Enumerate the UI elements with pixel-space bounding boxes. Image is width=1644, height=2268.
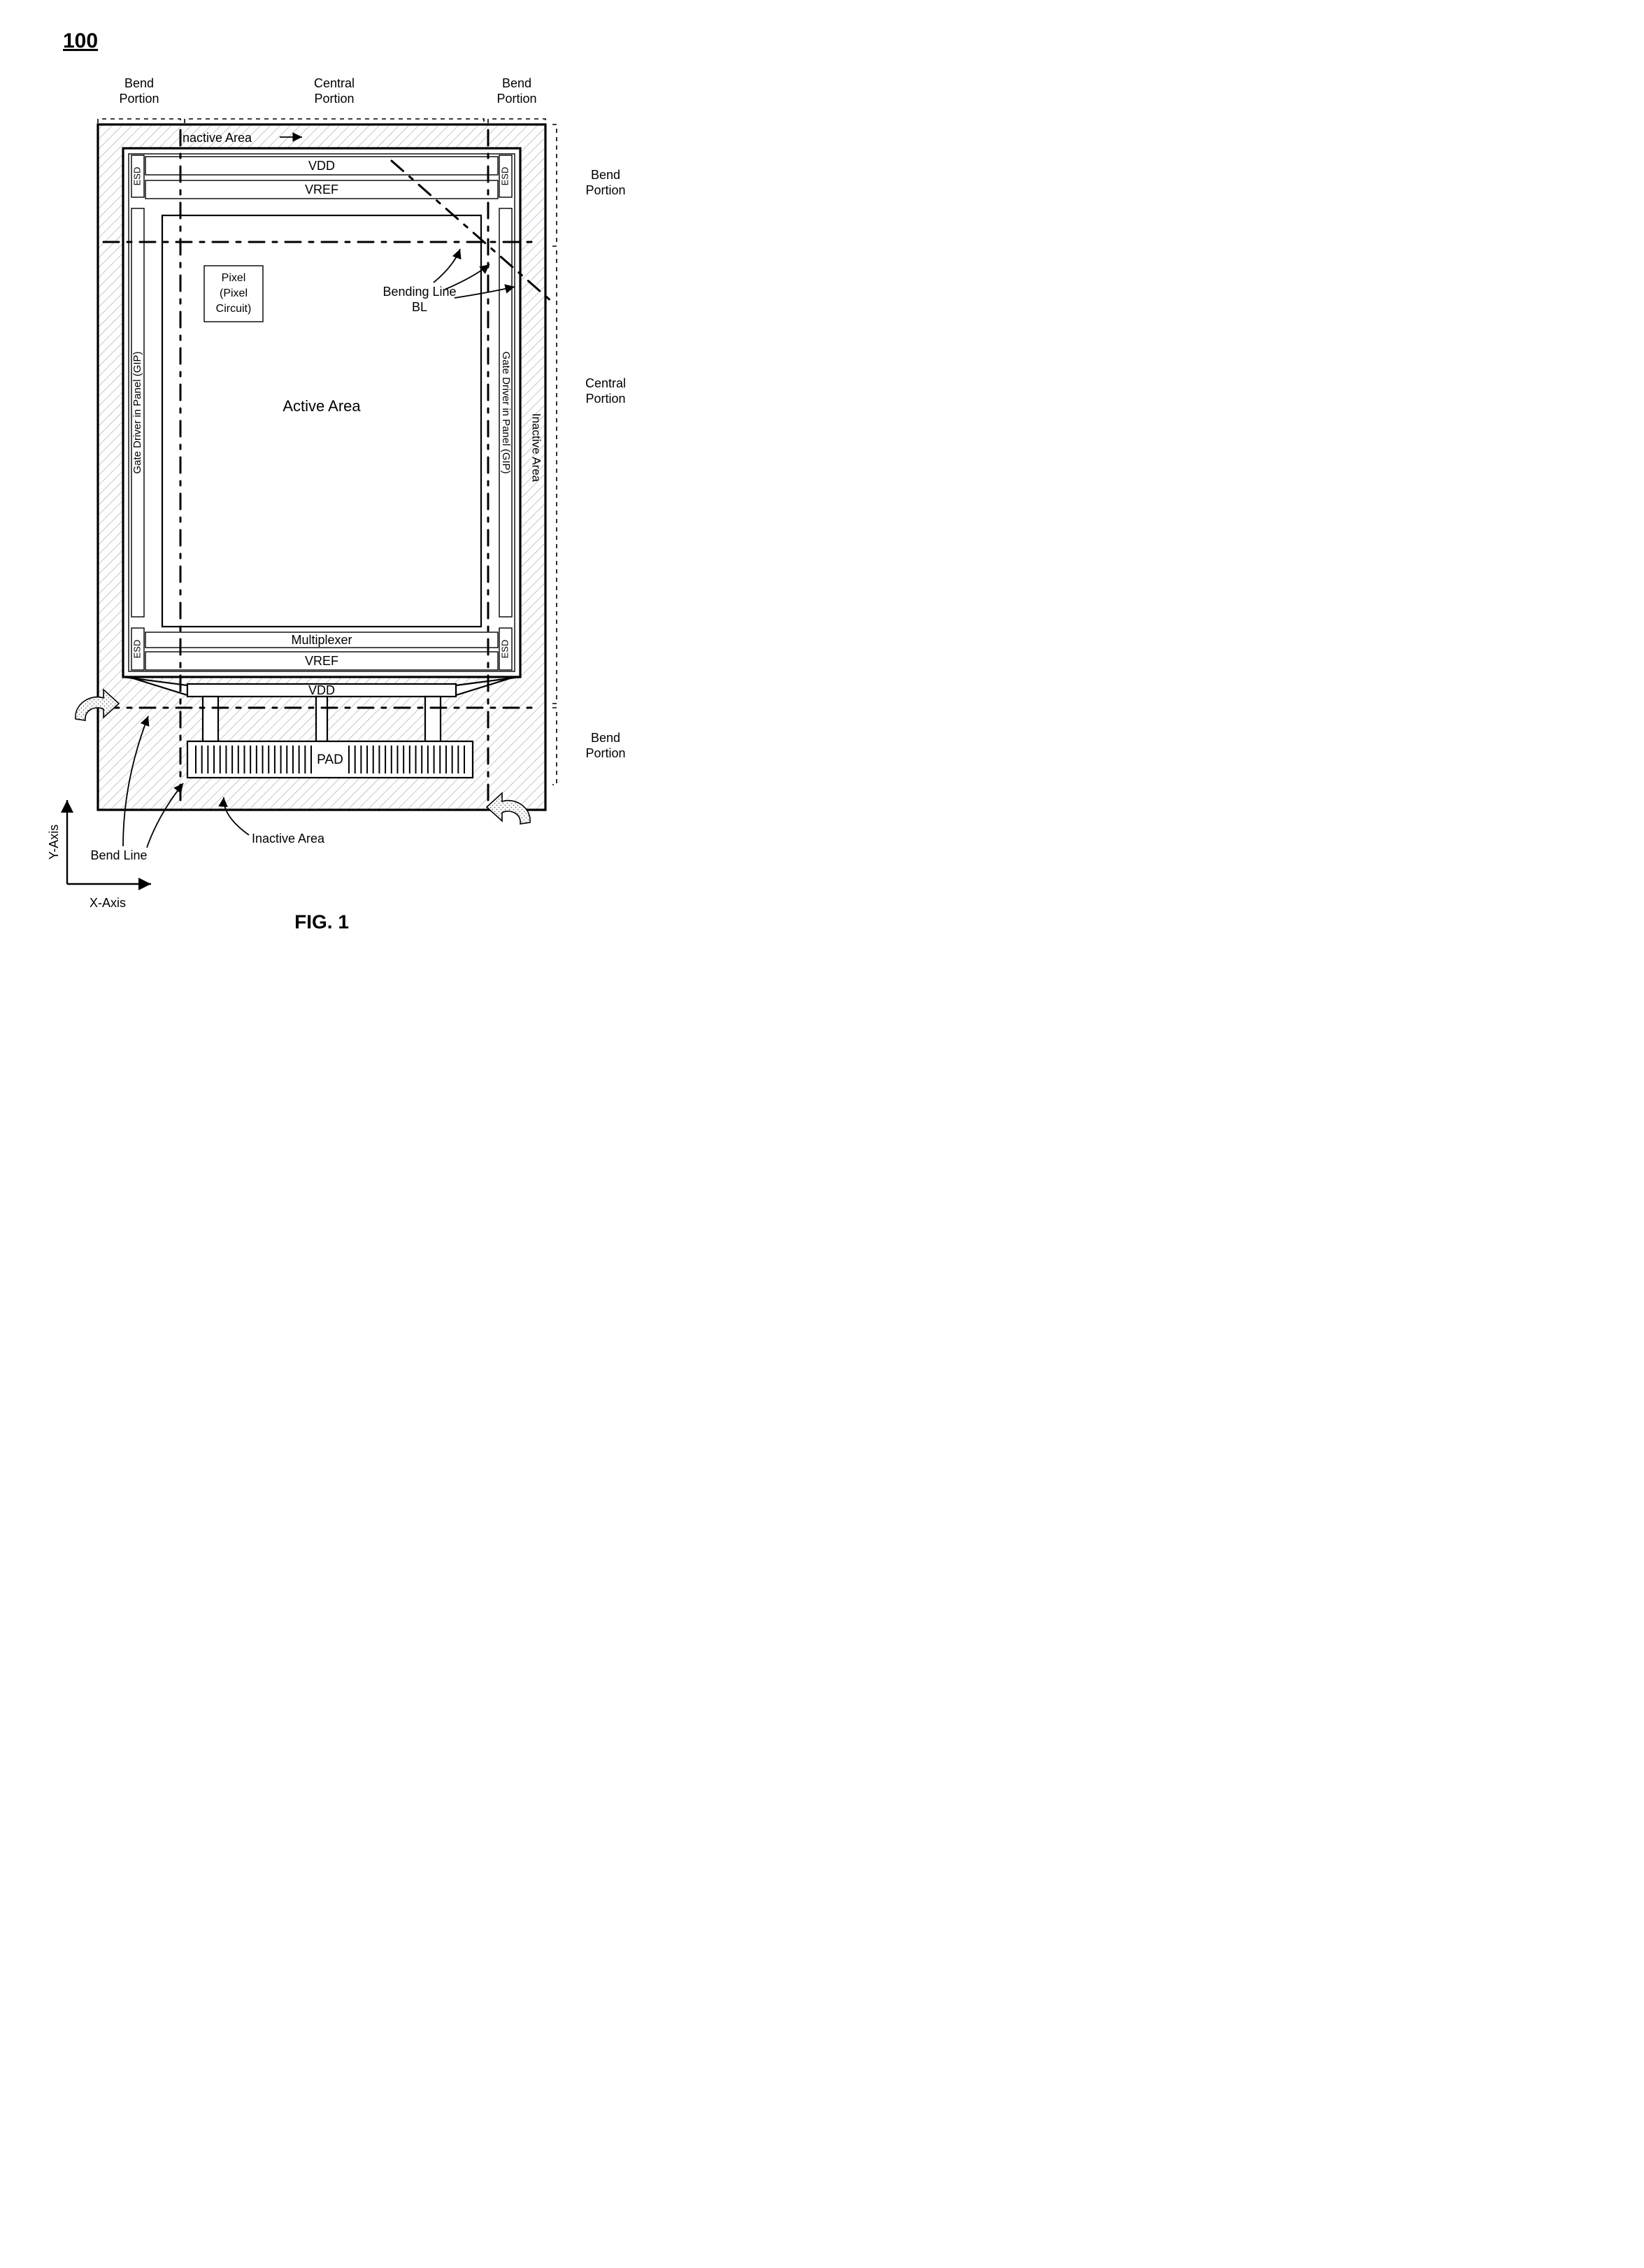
- svg-text:Inactive Area: Inactive Area: [530, 413, 543, 483]
- svg-text:VREF: VREF: [305, 183, 338, 197]
- svg-text:(Pixel: (Pixel: [220, 287, 248, 299]
- svg-text:Multiplexer: Multiplexer: [291, 633, 352, 647]
- svg-text:Central: Central: [585, 376, 626, 390]
- svg-text:Portion: Portion: [585, 392, 625, 406]
- svg-text:Inactive Area: Inactive Area: [252, 832, 325, 846]
- svg-text:VREF: VREF: [305, 654, 338, 668]
- svg-text:ESD: ESD: [499, 167, 510, 186]
- svg-text:X-Axis: X-Axis: [90, 896, 126, 910]
- svg-text:ESD: ESD: [131, 167, 142, 186]
- svg-text:Inactive Area: Inactive Area: [179, 131, 252, 145]
- svg-text:Portion: Portion: [314, 92, 354, 106]
- svg-text:Central: Central: [314, 76, 355, 90]
- svg-text:100: 100: [63, 29, 98, 52]
- svg-text:Portion: Portion: [585, 746, 625, 760]
- svg-text:PAD: PAD: [317, 753, 343, 767]
- svg-text:ESD: ESD: [131, 640, 142, 659]
- svg-text:Bend: Bend: [591, 731, 620, 745]
- svg-text:Gate Driver in Panel (GIP): Gate Driver in Panel (GIP): [500, 351, 512, 473]
- svg-text:ESD: ESD: [499, 640, 510, 659]
- svg-text:Circuit): Circuit): [216, 303, 252, 315]
- svg-text:Bend: Bend: [591, 168, 620, 182]
- svg-text:FIG. 1: FIG. 1: [294, 911, 349, 932]
- svg-text:VDD: VDD: [308, 159, 335, 173]
- svg-text:BL: BL: [412, 300, 427, 314]
- svg-text:Portion: Portion: [585, 183, 625, 197]
- svg-text:Bending Line: Bending Line: [383, 285, 456, 299]
- svg-text:Bend: Bend: [124, 76, 154, 90]
- svg-text:Active Area: Active Area: [283, 397, 361, 415]
- svg-text:Y-Axis: Y-Axis: [47, 825, 61, 860]
- svg-text:Bend Line: Bend Line: [90, 848, 147, 862]
- svg-text:Gate Driver in Panel (GIP): Gate Driver in Panel (GIP): [131, 351, 143, 473]
- svg-text:VDD: VDD: [308, 683, 335, 697]
- svg-text:Pixel: Pixel: [222, 272, 246, 284]
- svg-text:Portion: Portion: [119, 92, 159, 106]
- svg-text:Portion: Portion: [496, 92, 536, 106]
- svg-text:Bend: Bend: [502, 76, 531, 90]
